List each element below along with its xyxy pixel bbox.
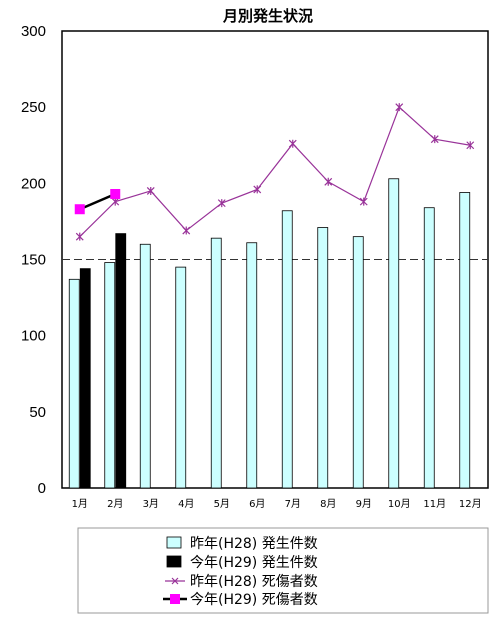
bar-prev-year-2	[104, 262, 116, 489]
y-tick-label: 250	[21, 99, 46, 116]
point-prev-year-casualties-5	[217, 199, 226, 208]
point-prev-year-casualties-3	[146, 186, 155, 195]
bar-prev-year-7	[281, 210, 293, 489]
bar-this-year-2	[115, 233, 127, 489]
x-tick-label: 1月	[72, 498, 88, 510]
bar-this-year-1	[79, 268, 91, 489]
legend-label-4: 今年(H29) 死傷者数	[190, 592, 318, 608]
point-prev-year-casualties-8	[324, 177, 333, 186]
x-tick-label: 11月	[423, 498, 446, 510]
bar-prev-year-8	[317, 227, 329, 489]
chart-title: 月別発生状況	[222, 7, 313, 25]
x-tick-label: 2月	[107, 498, 123, 510]
bar-prev-year-6	[246, 242, 258, 489]
legend-marker-3	[171, 577, 179, 585]
bar-prev-year-5	[210, 237, 222, 489]
point-this-year-casualties-2	[110, 188, 121, 199]
point-prev-year-casualties-6	[253, 185, 262, 194]
y-tick-label: 0	[38, 480, 46, 497]
legend-swatch-2	[166, 555, 182, 568]
legend-label-3: 昨年(H28) 死傷者数	[190, 574, 318, 590]
bar-prev-year-1	[68, 278, 80, 489]
y-tick-label: 100	[21, 328, 46, 345]
x-tick-label: 3月	[143, 498, 159, 510]
x-tick-label: 10月	[388, 498, 411, 510]
x-tick-label: 8月	[320, 498, 336, 510]
point-prev-year-casualties-10	[395, 103, 404, 112]
legend-swatch-1	[166, 536, 182, 549]
point-this-year-casualties-1	[74, 204, 85, 215]
bar-prev-year-12	[459, 192, 471, 489]
legend-label-1: 昨年(H28) 発生件数	[190, 536, 318, 552]
bar-prev-year-11	[423, 207, 435, 489]
y-tick-label: 150	[21, 252, 46, 269]
point-prev-year-casualties-1	[75, 232, 84, 241]
legend-box	[77, 527, 489, 614]
x-tick-label: 4月	[178, 498, 194, 510]
legend-marker-4	[170, 594, 180, 604]
y-tick-label: 300	[21, 23, 46, 40]
x-tick-label: 6月	[249, 498, 265, 510]
x-tick-label: 7月	[285, 498, 301, 510]
point-prev-year-casualties-12	[466, 141, 475, 150]
x-tick-label: 12月	[459, 498, 482, 510]
line-prev-year-casualties	[79, 106, 471, 238]
y-tick-label: 200	[21, 175, 46, 192]
point-prev-year-casualties-7	[288, 139, 297, 148]
x-tick-label: 9月	[356, 498, 372, 510]
bar-prev-year-10	[388, 178, 400, 489]
point-prev-year-casualties-4	[182, 226, 191, 235]
y-tick-label: 50	[29, 404, 46, 421]
x-tick-label: 5月	[214, 498, 230, 510]
bar-prev-year-4	[175, 266, 187, 489]
bar-prev-year-3	[139, 243, 151, 489]
bar-prev-year-9	[352, 236, 364, 489]
point-prev-year-casualties-9	[359, 197, 368, 206]
line-this-year-casualties	[79, 192, 116, 211]
point-prev-year-casualties-11	[430, 135, 439, 144]
legend-label-2: 今年(H29) 発生件数	[190, 555, 318, 571]
